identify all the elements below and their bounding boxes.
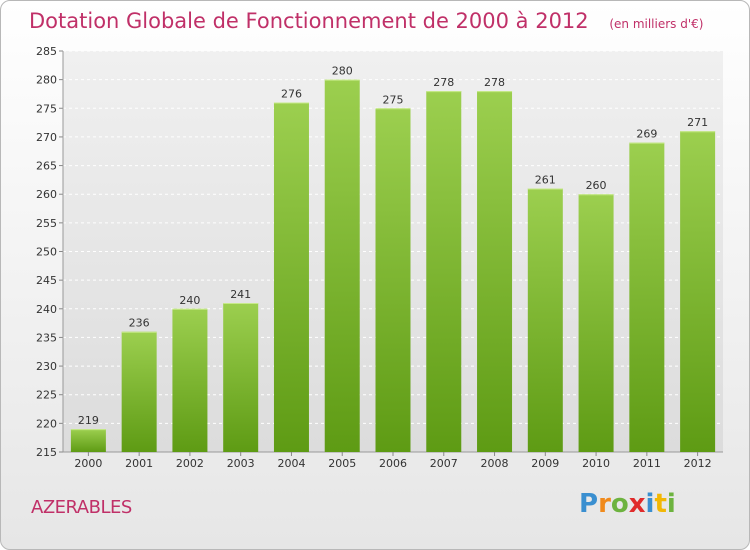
x-tick-label: 2002 [176,457,204,470]
x-tick-label: 2001 [125,457,153,470]
y-tick-label: 280 [36,74,57,87]
x-tick-label: 2004 [277,457,305,470]
x-tick-label: 2003 [227,457,255,470]
bar [223,303,259,452]
x-tick-label: 2012 [684,457,712,470]
logo-letter: i [666,489,676,519]
logo-letter: P [579,489,599,519]
y-tick-label: 225 [36,389,57,402]
x-tick-label: 2000 [74,457,102,470]
x-tick-label: 2005 [328,457,356,470]
y-tick-label: 275 [36,102,57,115]
y-tick-label: 215 [36,446,57,459]
data-label: 269 [636,128,657,141]
x-tick-label: 2009 [531,457,559,470]
x-tick-label: 2007 [430,457,458,470]
chart-subtitle: (en milliers d'€) [609,17,704,31]
data-label: 271 [687,116,708,129]
chart-title-text: Dotation Globale de Fonctionnement de 20… [29,9,589,33]
y-tick-label: 265 [36,160,57,173]
bar [527,188,563,452]
data-label: 261 [535,173,556,186]
bar [477,91,513,452]
bar [629,142,665,452]
data-label: 236 [129,317,150,330]
logo-letter: i [645,489,655,519]
data-label: 276 [281,88,302,101]
y-tick-label: 270 [36,131,57,144]
bar [273,102,309,453]
bar [324,79,360,453]
chart-title: Dotation Globale de Fonctionnement de 20… [29,9,703,33]
bar [121,331,157,452]
logo-letter: r [598,489,611,519]
data-label: 240 [179,294,200,307]
data-label: 278 [433,76,454,89]
y-tick-label: 260 [36,188,57,201]
data-label: 275 [383,93,404,106]
logo-letter: t [654,489,667,519]
y-tick-label: 235 [36,331,57,344]
data-label: 219 [78,414,99,427]
data-label: 278 [484,76,505,89]
y-tick-label: 255 [36,217,57,230]
y-tick-label: 220 [36,417,57,430]
bar [680,131,716,452]
y-tick-label: 240 [36,303,57,316]
logo-letter: o [610,489,629,519]
data-label: 280 [332,65,353,78]
x-tick-label: 2006 [379,457,407,470]
bar [172,308,208,452]
bar [375,108,411,453]
y-tick-label: 230 [36,360,57,373]
bar [70,429,106,452]
y-tick-label: 250 [36,246,57,259]
proxiti-logo: Proxiti [579,489,676,519]
x-tick-label: 2010 [582,457,610,470]
bar [426,91,462,452]
logo-letter: x [628,489,646,519]
x-tick-label: 2008 [481,457,509,470]
y-tick-label: 245 [36,274,57,287]
x-tick-label: 2011 [633,457,661,470]
data-label: 260 [586,179,607,192]
commune-name: AZERABLES [31,497,132,518]
bar [578,194,614,452]
data-label: 241 [230,288,251,301]
y-tick-label: 285 [36,45,57,58]
